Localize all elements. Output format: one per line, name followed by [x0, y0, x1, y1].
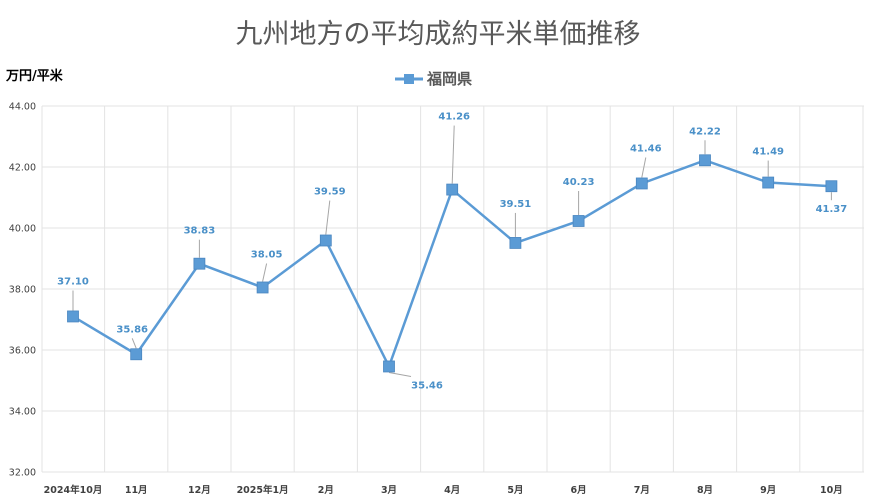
data-point [319, 234, 332, 247]
leader-line [131, 338, 137, 349]
x-tick-label: 5月 [507, 485, 523, 496]
data-label: 38.05 [251, 249, 283, 260]
x-tick-label: 9月 [760, 485, 776, 496]
data-point [130, 348, 143, 361]
data-point [509, 237, 522, 249]
legend-label: 福岡県 [426, 70, 472, 88]
data-label: 40.23 [563, 177, 595, 188]
x-tick-label: 7月 [634, 485, 650, 496]
data-point [699, 154, 711, 167]
data-label: 37.10 [57, 276, 89, 287]
y-tick-label: 42.00 [9, 163, 36, 174]
data-point [256, 281, 269, 294]
chart-title: 九州地方の平均成約平米単価推移 [236, 19, 641, 50]
leader-line [325, 200, 331, 235]
data-point [635, 177, 648, 190]
x-tick-label: 2月 [318, 485, 334, 496]
data-label: 41.37 [816, 204, 848, 215]
leader-lines [72, 125, 832, 377]
gridlines [41, 105, 864, 473]
y-tick-label: 32.00 [9, 468, 36, 479]
data-point [383, 360, 395, 373]
data-label: 38.83 [184, 226, 216, 237]
legend-marker [404, 74, 414, 84]
x-tick-label: 3月 [381, 485, 397, 496]
data-point [446, 183, 459, 196]
x-tick-label: 4月 [444, 485, 460, 496]
y-axis-label: 万円/平米 [5, 68, 64, 84]
data-point [825, 180, 838, 193]
data-label: 35.46 [411, 380, 443, 391]
leader-line [262, 263, 268, 282]
x-tick-label: 6月 [571, 485, 587, 496]
data-label: 42.22 [689, 126, 721, 137]
data-point [67, 310, 79, 323]
x-tick-label: 12月 [188, 485, 211, 496]
leader-line [451, 125, 455, 184]
y-axis-ticks: 32.00 34.00 36.00 38.00 40.00 42.00 44.00 [9, 102, 36, 479]
y-tick-label: 36.00 [9, 346, 36, 357]
x-tick-label: 10月 [820, 485, 843, 496]
x-tick-label: 2025年1月 [237, 484, 289, 496]
data-label: 35.86 [116, 324, 148, 335]
data-point [762, 176, 775, 189]
y-tick-label: 34.00 [9, 407, 36, 418]
series-markers [67, 154, 838, 373]
data-label: 39.51 [500, 199, 532, 210]
y-tick-label: 44.00 [9, 102, 36, 113]
x-tick-label: 2024年10月 [44, 484, 103, 496]
x-axis-ticks: 2024年10月 11月 12月 2025年1月 2月 3月 4月 5月 6月 7月 8月 9月 10月 [44, 484, 843, 496]
data-label: 41.26 [438, 112, 470, 123]
legend: 福岡県 [395, 70, 472, 88]
leader-line [641, 157, 647, 178]
data-point [572, 215, 585, 227]
y-tick-label: 38.00 [9, 285, 36, 296]
data-label: 41.46 [630, 143, 662, 154]
data-label: 39.59 [314, 187, 346, 198]
data-point [193, 257, 206, 270]
data-labels: 37.10 35.86 38.83 38.05 39.59 35.46 41.26 39.51… [57, 112, 847, 392]
x-tick-label: 11月 [125, 485, 148, 496]
leader-line [388, 371, 412, 377]
data-label: 41.49 [752, 147, 784, 158]
y-tick-label: 40.00 [9, 224, 36, 235]
x-tick-label: 8月 [697, 485, 713, 496]
